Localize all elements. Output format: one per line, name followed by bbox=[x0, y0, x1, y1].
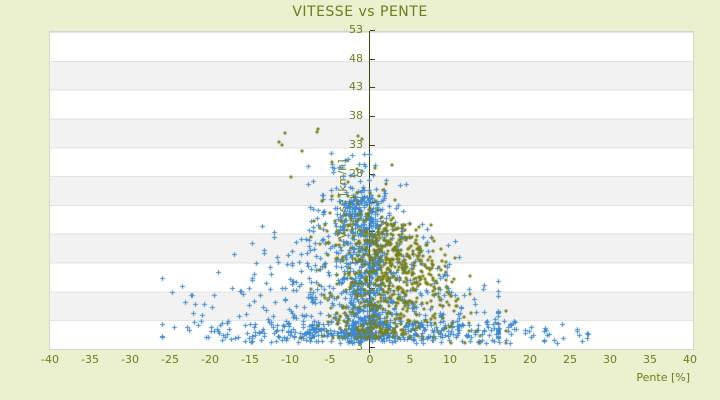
y-tick-label: 38 bbox=[349, 109, 363, 123]
axis-tickmark bbox=[370, 347, 375, 348]
axis-tickmark bbox=[370, 260, 375, 261]
axis-tickmark bbox=[370, 202, 375, 203]
axis-tickmark bbox=[370, 231, 375, 232]
axis-tickmark bbox=[370, 145, 375, 146]
x-tick-label: -5 bbox=[324, 353, 336, 366]
x-tick-label: 40 bbox=[683, 353, 697, 366]
zero-axis-line bbox=[369, 31, 370, 353]
y-tick-label: 43 bbox=[349, 80, 363, 94]
x-tick-label: 20 bbox=[523, 353, 537, 366]
axis-tickmark bbox=[370, 30, 375, 31]
x-tick-label: -25 bbox=[161, 353, 179, 366]
y-tick-label: 8 bbox=[356, 281, 363, 295]
y-tick-label: 18 bbox=[349, 223, 363, 237]
x-tick-label: 35 bbox=[643, 353, 657, 366]
y-tick-label: 28 bbox=[349, 166, 363, 180]
x-tick-label: -30 bbox=[121, 353, 139, 366]
axis-tickmark bbox=[370, 116, 375, 117]
plot-area bbox=[49, 31, 694, 350]
x-tick-label: 5 bbox=[406, 353, 414, 366]
x-tick-label: -40 bbox=[41, 353, 59, 366]
axis-tickmark bbox=[370, 59, 375, 60]
x-tick-label: 10 bbox=[443, 353, 457, 366]
x-tick-label: 30 bbox=[603, 353, 617, 366]
x-tick-label: 15 bbox=[483, 353, 497, 366]
y-tick-label: 23 bbox=[349, 195, 363, 209]
x-tick-label: -20 bbox=[201, 353, 219, 366]
x-tick-label: -10 bbox=[281, 353, 299, 366]
x-tick-label: -35 bbox=[81, 353, 99, 366]
axis-tickmark bbox=[370, 174, 375, 175]
y-tick-label: 53 bbox=[349, 23, 363, 36]
chart-title: VITESSE vs PENTE bbox=[292, 4, 428, 20]
x-tick-label: 25 bbox=[563, 353, 577, 366]
x-axis-title: Pente [%] bbox=[636, 371, 690, 384]
y-tick-label: 48 bbox=[349, 51, 363, 65]
y-tick-label: 13 bbox=[349, 252, 363, 266]
y-tick-label: 3 bbox=[356, 340, 363, 353]
axis-tickmark bbox=[370, 288, 375, 289]
y-tick-label: 33 bbox=[349, 137, 363, 151]
x-tick-label: 0 bbox=[366, 353, 374, 366]
axis-tickmark bbox=[370, 87, 375, 88]
x-tick-label: -15 bbox=[241, 353, 259, 366]
